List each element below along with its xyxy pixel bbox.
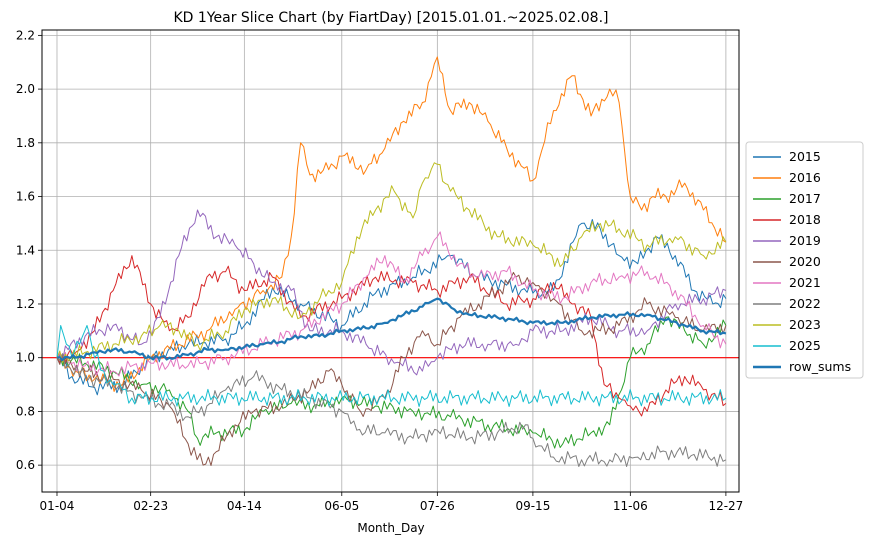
y-tick-label: 2.2 xyxy=(16,28,35,42)
y-axis: 0.6 0.8 1.0 1.2 1.4 1.6 1.8 2.0 2.2 xyxy=(16,28,42,472)
series-line-2023 xyxy=(56,162,727,363)
y-tick-label: 1.0 xyxy=(16,351,35,365)
x-axis: 01-04 02-23 04-14 06-05 07-26 09-15 11-06 12-27 xyxy=(40,492,743,513)
x-tick-label: 09-15 xyxy=(515,499,550,513)
x-tick-label: 07-26 xyxy=(420,499,455,513)
y-tick-label: 1.2 xyxy=(16,297,35,311)
series-line-2018 xyxy=(56,255,727,417)
y-tick-label: 1.8 xyxy=(16,136,35,150)
series-line-2019 xyxy=(56,209,727,376)
legend-label: 2020 xyxy=(789,254,821,269)
legend-label: row_sums xyxy=(789,359,851,374)
legend-label: 2022 xyxy=(789,296,821,311)
series-line-2016 xyxy=(56,56,727,392)
x-axis-label: Month_Day xyxy=(357,521,424,535)
legend: 2015 2016 2017 2018 2019 2020 2021 2022 2023 2025… xyxy=(745,141,864,379)
legend-label: 2019 xyxy=(789,233,821,248)
legend-label: 2016 xyxy=(789,170,821,185)
series-line-2017 xyxy=(56,316,727,449)
legend-label: 2025 xyxy=(789,338,821,353)
legend-label: 2018 xyxy=(789,212,821,227)
x-tick-label: 04-14 xyxy=(227,499,262,513)
y-tick-label: 1.6 xyxy=(16,190,35,204)
y-tick-label: 0.6 xyxy=(16,458,35,472)
series-line-2021 xyxy=(56,231,727,377)
x-tick-label: 01-04 xyxy=(40,499,75,513)
legend-label: 2017 xyxy=(789,191,821,206)
y-tick-label: 0.8 xyxy=(16,404,35,418)
x-tick-label: 12-27 xyxy=(708,499,743,513)
series-layer xyxy=(56,56,727,467)
legend-box xyxy=(745,141,864,379)
y-tick-label: 2.0 xyxy=(16,82,35,96)
series-line-2025 xyxy=(56,325,727,407)
series-line-2015 xyxy=(56,219,727,396)
x-tick-label: 06-05 xyxy=(324,499,359,513)
x-tick-label: 11-06 xyxy=(613,499,648,513)
chart-title: KD 1Year Slice Chart (by FiartDay) [2015… xyxy=(173,10,608,26)
legend-label: 2023 xyxy=(789,317,821,332)
series-line-2020 xyxy=(56,271,727,466)
legend-label: 2015 xyxy=(789,149,821,164)
series-line-2022 xyxy=(56,353,727,467)
y-tick-label: 1.4 xyxy=(16,243,35,257)
plot-frame xyxy=(41,29,740,493)
legend-label: 2021 xyxy=(789,275,821,290)
x-tick-label: 02-23 xyxy=(133,499,168,513)
series-line-row_sums xyxy=(56,297,727,362)
